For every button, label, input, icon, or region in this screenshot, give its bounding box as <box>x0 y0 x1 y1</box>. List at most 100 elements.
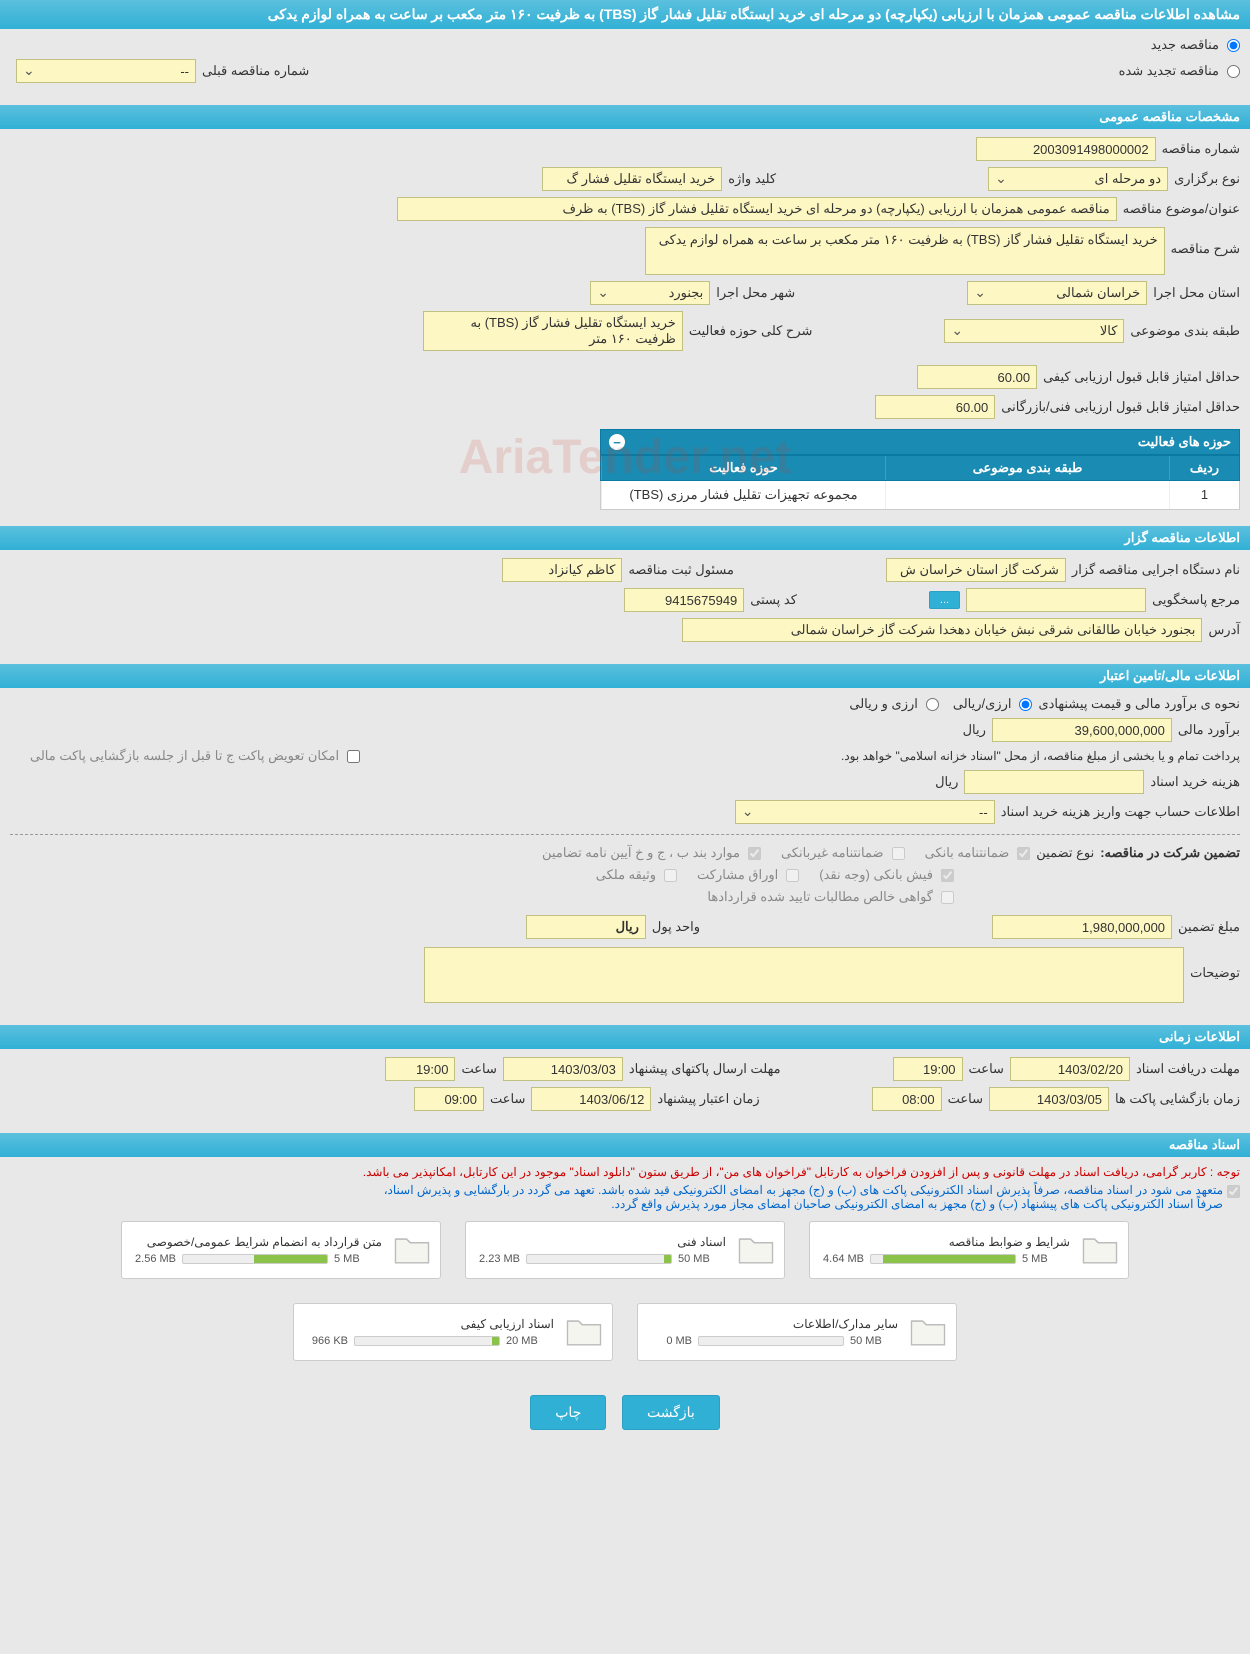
account-label: اطلاعات حساب جهت واریز هزینه خرید اسناد <box>1001 804 1240 820</box>
open-date[interactable]: 1403/03/05 <box>989 1087 1109 1111</box>
responder-more-button[interactable]: ... <box>929 591 960 609</box>
responder-field[interactable] <box>966 588 1146 612</box>
file-used: 0 MB <box>644 1335 692 1347</box>
treasury-note: پرداخت تمام و یا بخشی از مبلغ مناقصه، از… <box>841 749 1240 763</box>
file-total: 20 MB <box>506 1335 554 1347</box>
radio-tender-renewed[interactable]: مناقصه تجدید شده <box>1119 63 1240 79</box>
activity-table-row: 1 مجموعه تجهیزات تقلیل فشار مرزی (TBS) <box>600 481 1240 510</box>
file-used: 2.56 MB <box>128 1253 176 1265</box>
validity-label: زمان اعتبار پیشنهاد <box>657 1091 759 1107</box>
file-title: سایر مدارک/اطلاعات <box>644 1317 898 1331</box>
envelope-send-time[interactable]: 19:00 <box>385 1057 455 1081</box>
file-card[interactable]: اسناد فنی2.23 MB50 MB <box>465 1221 785 1279</box>
file-total: 5 MB <box>334 1253 382 1265</box>
file-card[interactable]: شرایط و ضوابط مناقصه4.64 MB5 MB <box>809 1221 1129 1279</box>
guarantee-c1[interactable]: ضمانتنامه بانکی <box>925 845 1031 861</box>
holding-type-select[interactable]: دو مرحله ای <box>988 167 1168 191</box>
address-label: آدرس <box>1208 622 1240 638</box>
replace-envelope-label: امکان تعویض پاکت ج تا قبل از جلسه بازگشا… <box>30 748 339 764</box>
estimate-field[interactable]: 39,600,000,000 <box>992 718 1172 742</box>
responder-label: مرجع پاسخگویی <box>1152 592 1240 608</box>
radio-mixed[interactable]: ارزی و ریالی <box>849 696 939 712</box>
print-button[interactable]: چاپ <box>530 1395 606 1430</box>
guarantee-c4[interactable]: فیش بانکی (وجه نقد) <box>819 867 954 883</box>
description-field[interactable]: خرید ایستگاه تقلیل فشار گاز (TBS) به ظرف… <box>645 227 1165 275</box>
doc-receive-time[interactable]: 19:00 <box>893 1057 963 1081</box>
activity-row-cat <box>885 481 1169 509</box>
guarantee-notes-field[interactable] <box>424 947 1184 1003</box>
activity-row-act: مجموعه تجهیزات تقلیل فشار مرزی (TBS) <box>601 481 885 509</box>
account-select[interactable]: -- <box>735 800 995 824</box>
validity-date[interactable]: 1403/06/12 <box>531 1087 651 1111</box>
doc-cost-label: هزینه خرید اسناد <box>1150 774 1240 790</box>
open-time[interactable]: 08:00 <box>872 1087 942 1111</box>
file-progress-bar <box>526 1254 672 1264</box>
guarantee-c3[interactable]: موارد بند ب ، ج و خ آیین نامه تضامین <box>542 845 761 861</box>
doc-receive-date[interactable]: 1403/02/20 <box>1010 1057 1130 1081</box>
province-label: استان محل اجرا <box>1153 285 1240 301</box>
guarantee-amount-field[interactable]: 1,980,000,000 <box>992 915 1172 939</box>
description-label: شرح مناقصه <box>1171 227 1240 257</box>
envelope-send-time-label: ساعت <box>461 1061 496 1077</box>
estimate-method-label: نحوه ی برآورد مالی و قیمت پیشنهادی <box>1038 696 1240 712</box>
docs-warning-red: توجه : کاربر گرامی، دریافت اسناد در مهلت… <box>10 1165 1240 1179</box>
validity-time[interactable]: 09:00 <box>414 1087 484 1111</box>
validity-time-label: ساعت <box>490 1091 525 1107</box>
radio-tender-renewed-input[interactable] <box>1227 65 1240 78</box>
radio-rial[interactable]: ارزی/ریالی <box>953 696 1033 712</box>
file-card[interactable]: اسناد ارزیابی کیفی966 KB20 MB <box>293 1303 613 1361</box>
file-used: 2.23 MB <box>472 1253 520 1265</box>
file-card[interactable]: سایر مدارک/اطلاعات0 MB50 MB <box>637 1303 957 1361</box>
radio-mixed-input[interactable] <box>926 698 939 711</box>
file-card[interactable]: متن قرارداد به انضمام شرایط عمومی/خصوصی 2… <box>121 1221 441 1279</box>
radio-tender-new-label: مناقصه جدید <box>1151 37 1219 53</box>
org-field: شرکت گاز استان خراسان ش <box>886 558 1066 582</box>
doc-receive-label: مهلت دریافت اسناد <box>1136 1061 1240 1077</box>
province-select[interactable]: خراسان شمالی <box>967 281 1147 305</box>
city-select[interactable]: بجنورد <box>590 281 710 305</box>
envelope-send-date[interactable]: 1403/03/03 <box>503 1057 623 1081</box>
subject-field[interactable]: مناقصه عمومی همزمان با ارزیابی (یکپارچه)… <box>397 197 1117 221</box>
postal-label: کد پستی <box>750 592 797 608</box>
radio-rial-input[interactable] <box>1019 698 1032 711</box>
open-time-label: ساعت <box>948 1091 983 1107</box>
replace-envelope-check[interactable]: امکان تعویض پاکت ج تا قبل از جلسه بازگشا… <box>30 748 360 764</box>
section-general-header: مشخصات مناقصه عمومی <box>0 105 1250 129</box>
files-grid: شرایط و ضوابط مناقصه4.64 MB5 MBاسناد فنی… <box>10 1211 1240 1371</box>
radio-tender-new-input[interactable] <box>1227 39 1240 52</box>
org-label: نام دستگاه اجرایی مناقصه گزار <box>1072 562 1240 578</box>
scope-field[interactable]: خرید ایستگاه تقلیل فشار گاز (TBS) به ظرف… <box>423 311 683 351</box>
min-qual-field[interactable]: 60.00 <box>917 365 1037 389</box>
guarantee-c2[interactable]: ضمانتنامه غیربانکی <box>781 845 905 861</box>
keyword-field[interactable]: خرید ایستگاه تقلیل فشار گ <box>542 167 722 191</box>
activity-row-idx: 1 <box>1169 481 1239 509</box>
guarantee-c7[interactable]: گواهی خالص مطالبات تایید شده قراردادها <box>707 889 954 905</box>
prev-tender-select[interactable]: -- <box>16 59 196 83</box>
back-button[interactable]: بازگشت <box>622 1395 720 1430</box>
radio-tender-new[interactable]: مناقصه جدید <box>1151 37 1240 53</box>
tender-number-field: 2003091498000002 <box>976 137 1156 161</box>
docs-warning-blue-1: متعهد می شود در اسناد مناقصه، صرفاً پذیر… <box>384 1183 1223 1197</box>
category-select[interactable]: کالا <box>944 319 1124 343</box>
guarantee-amount-label: مبلغ تضمین <box>1178 919 1240 935</box>
subject-label: عنوان/موضوع مناقصه <box>1123 201 1240 217</box>
folder-icon <box>562 1310 606 1354</box>
collapse-icon[interactable]: − <box>609 434 625 450</box>
replace-envelope-input[interactable] <box>347 750 360 763</box>
guarantee-c5[interactable]: اوراق مشارکت <box>697 867 799 883</box>
activity-table-header-row: ردیف طبقه بندی موضوعی حوزه فعالیت <box>600 455 1240 481</box>
postal-field: 9415675949 <box>624 588 744 612</box>
file-progress-bar <box>698 1336 844 1346</box>
doc-cost-field[interactable] <box>964 770 1144 794</box>
file-used: 4.64 MB <box>816 1253 864 1265</box>
address-field: بجنورد خیابان طالقانی شرقی نبش خیابان ده… <box>682 618 1202 642</box>
docs-warning-blue-2: صرفاً اسناد الکترونیکی پاکت های پیشنهاد … <box>384 1197 1223 1211</box>
envelope-send-label: مهلت ارسال پاکتهای پیشنهاد <box>629 1061 781 1077</box>
guarantee-c6[interactable]: وثیقه ملکی <box>596 867 677 883</box>
docs-commit-checkbox <box>1227 1185 1240 1198</box>
file-total: 50 MB <box>678 1253 726 1265</box>
file-title: متن قرارداد به انضمام شرایط عمومی/خصوصی <box>128 1235 382 1249</box>
min-tech-field[interactable]: 60.00 <box>875 395 995 419</box>
file-progress-bar <box>870 1254 1016 1264</box>
section-financial-header: اطلاعات مالی/تامین اعتبار <box>0 664 1250 688</box>
